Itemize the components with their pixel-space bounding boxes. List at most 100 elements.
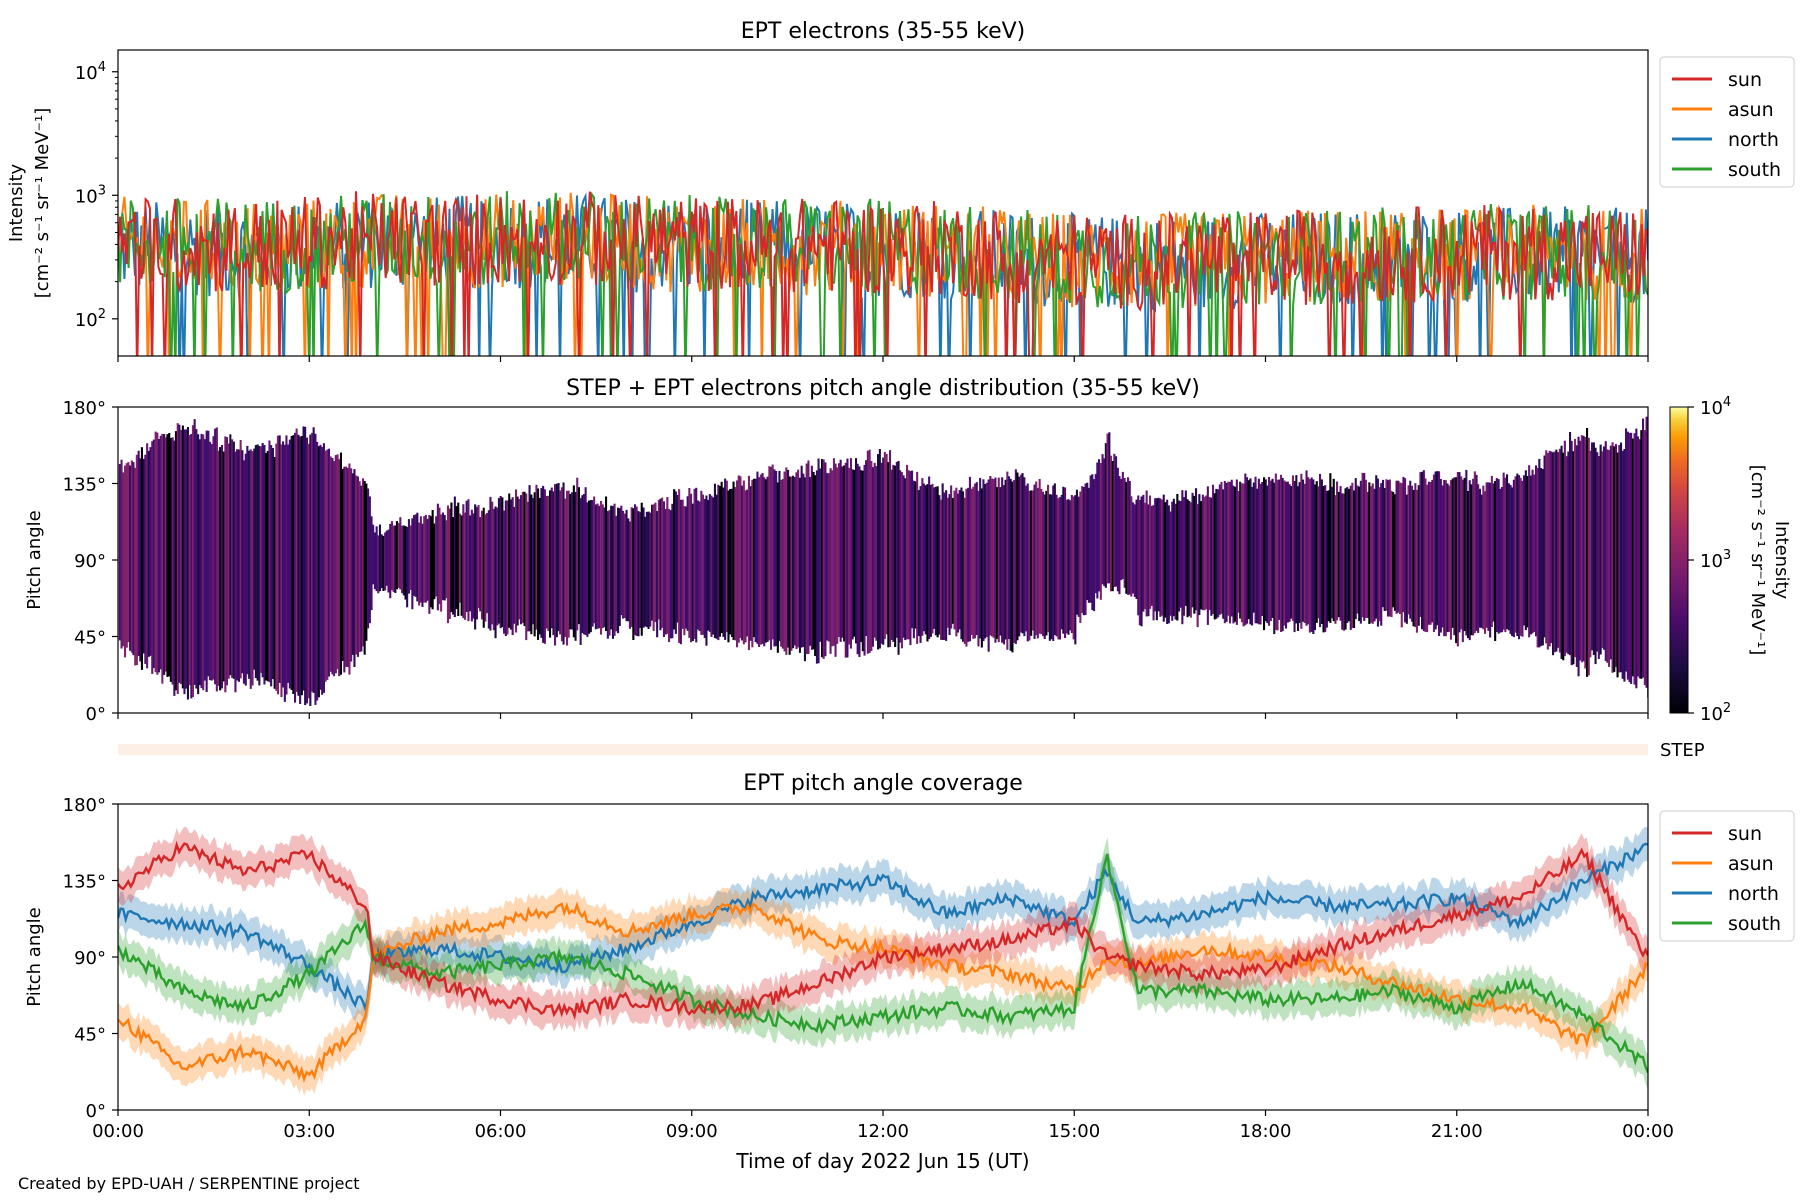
pad-column: [504, 500, 507, 636]
pad-column: [1155, 498, 1158, 621]
pad-column: [305, 437, 308, 704]
pad-column: [1594, 447, 1597, 665]
pad-column: [1038, 478, 1041, 634]
pad-column: [1382, 479, 1385, 608]
pad-column: [1485, 482, 1488, 628]
pad-column: [1069, 500, 1072, 631]
pad-column: [1410, 485, 1413, 622]
pad-column: [1337, 491, 1340, 618]
x-tick-label: 18:00: [1240, 1121, 1292, 1142]
pad-column: [474, 504, 477, 630]
y-tick-label: 180°: [63, 795, 106, 816]
pad-column: [875, 466, 878, 641]
pad-column: [424, 514, 427, 603]
pad-column: [171, 437, 174, 685]
legend-label-asun: asun: [1728, 853, 1774, 875]
panel1-ylabel-line1: Intensity: [6, 163, 27, 242]
y-tick-label: 104: [75, 60, 106, 84]
pad-column: [1419, 472, 1422, 617]
pad-column: [1317, 486, 1320, 619]
pad-column: [562, 482, 565, 645]
pad-column: [787, 469, 790, 648]
pad-column: [472, 513, 475, 619]
pad-column: [1035, 481, 1038, 636]
pad-column: [1567, 451, 1570, 655]
pad-column: [1142, 494, 1145, 612]
pad-column: [1490, 475, 1493, 627]
pad-column: [513, 506, 516, 624]
legend-label-north: north: [1728, 129, 1779, 151]
pad-column: [137, 450, 140, 657]
pad-column: [1587, 437, 1590, 676]
pad-column: [892, 464, 895, 642]
pad-column: [958, 490, 961, 630]
pad-column: [1458, 472, 1461, 633]
pad-column: [258, 446, 261, 686]
pad-column: [846, 458, 849, 658]
pad-column: [608, 510, 611, 636]
pad-column: [1065, 499, 1068, 634]
pad-column: [1431, 479, 1434, 623]
pad-column: [1371, 483, 1374, 624]
pad-column: [1574, 438, 1577, 658]
pad-column: [395, 521, 398, 590]
pad-column: [1077, 496, 1080, 617]
panel-intensity: EPT electrons (35-55 keV) 102 103 104 Inte…: [6, 19, 1795, 362]
pad-column: [163, 434, 166, 675]
pad-column: [1116, 467, 1119, 592]
pad-column: [1259, 483, 1262, 625]
pad-column: [593, 496, 596, 624]
pad-column: [843, 465, 846, 642]
pad-column: [900, 472, 903, 649]
pad-column: [197, 434, 200, 695]
pad-column: [273, 457, 276, 689]
pad-column: [254, 445, 257, 679]
panel1-x-ticks: [117, 356, 1649, 362]
pad-column: [311, 432, 314, 692]
pad-column: [793, 477, 796, 646]
pad-column: [734, 487, 737, 641]
pad-column: [725, 480, 728, 633]
pad-column: [365, 483, 368, 641]
pad-column: [324, 450, 327, 682]
pad-column: [224, 436, 227, 693]
pad-column: [1098, 459, 1101, 592]
pad-column: [701, 494, 704, 635]
pad-column: [924, 485, 927, 635]
pad-column: [157, 439, 160, 673]
pad-column: [271, 448, 274, 680]
pad-column: [181, 425, 184, 689]
pad-column: [467, 499, 470, 622]
pad-column: [1441, 485, 1444, 628]
colorbar: 102 103 104 Intensity [cm⁻² s⁻¹ sr⁻¹ MeV⁻¹…: [1669, 395, 1792, 725]
pad-column: [1026, 483, 1029, 642]
pad-column: [1229, 481, 1232, 624]
pad-column: [566, 490, 569, 646]
pad-column: [1053, 483, 1056, 635]
pad-column: [858, 466, 861, 657]
pad-column: [776, 482, 779, 653]
pad-column: [1008, 476, 1011, 640]
pad-column: [1482, 485, 1485, 630]
pad-column: [802, 473, 805, 647]
pad-column: [1637, 436, 1640, 677]
pad-column: [1227, 481, 1230, 616]
pad-column: [1380, 483, 1383, 626]
pad-column: [817, 458, 820, 664]
pad-column: [1290, 486, 1293, 619]
panel3-legend: sun asun north south: [1659, 810, 1795, 942]
pad-column: [532, 497, 535, 625]
pad-column: [1036, 487, 1039, 639]
pad-column: [922, 483, 925, 632]
pad-column: [775, 471, 778, 647]
pad-column: [967, 487, 970, 642]
step-strip-bar: [118, 744, 1648, 755]
pad-column: [1130, 496, 1133, 597]
pad-column: [1562, 452, 1565, 661]
pad-column: [326, 449, 329, 680]
pad-column: [792, 475, 795, 649]
pad-column: [630, 507, 633, 627]
pad-column: [1237, 491, 1240, 613]
pad-column: [237, 449, 240, 682]
pad-column: [1557, 452, 1560, 648]
